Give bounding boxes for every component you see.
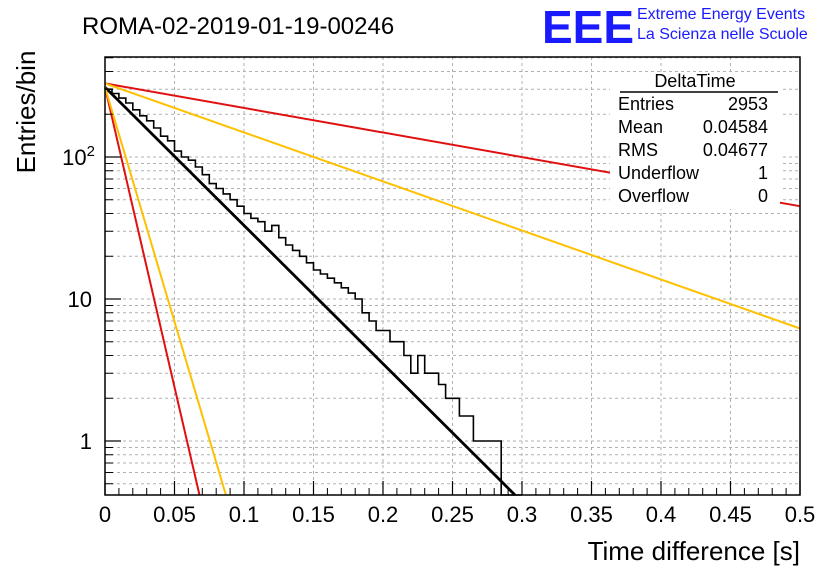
y-tick-label: 1	[80, 429, 92, 454]
stats-value-underflow: 1	[758, 163, 768, 183]
logo-line-1: Extreme Energy Events	[637, 6, 805, 23]
stats-label-underflow: Underflow	[618, 163, 700, 183]
stats-label-entries: Entries	[618, 94, 674, 114]
x-tick-label: 0.3	[507, 502, 538, 527]
chart-title: ROMA-02-2019-01-19-00246	[82, 13, 394, 40]
series-line-orange-slow	[104, 82, 801, 330]
x-tick-label: 0.05	[153, 502, 196, 527]
x-tick-label: 0.2	[368, 502, 399, 527]
y-axis-label: Entries/bin	[11, 51, 41, 174]
x-axis-label: Time difference [s]	[588, 536, 800, 566]
y-tick-label: 102	[62, 143, 95, 170]
x-tick-label: 0	[99, 502, 111, 527]
x-tick-label: 0.1	[229, 502, 260, 527]
y-tick-label: 10	[68, 287, 92, 312]
series-line-fit-black	[104, 86, 516, 496]
stats-value-entries: 2953	[728, 94, 768, 114]
stats-box: DeltaTime Entries 2953 Mean 0.04584 RMS …	[610, 71, 780, 209]
eee-logo: EEE	[542, 1, 634, 53]
stats-value-overflow: 0	[758, 186, 768, 206]
x-tick-label: 0.45	[709, 502, 752, 527]
fit-curves	[104, 82, 801, 496]
stats-title: DeltaTime	[654, 71, 735, 91]
x-tick-label: 0.5	[785, 502, 816, 527]
series-line-orange-fast	[104, 86, 227, 496]
stats-box-bg	[610, 74, 780, 209]
x-tick-label: 0.25	[431, 502, 474, 527]
x-tick-label: 0.35	[570, 502, 613, 527]
stats-label-overflow: Overflow	[618, 186, 690, 206]
x-tick-label: 0.15	[292, 502, 335, 527]
histogram-outline	[105, 88, 522, 496]
series-line-red-fast	[104, 86, 201, 496]
x-tick-label: 0.4	[646, 502, 677, 527]
logo-line-2: La Scienza nelle Scuole	[637, 26, 808, 43]
stats-label-rms: RMS	[618, 140, 658, 160]
x-axis-ticks: 0 0.05 0.1 0.15 0.2 0.25 0.3 0.35 0.4 0.45 0.5	[99, 481, 815, 527]
y-axis-ticks: 1 10 102	[62, 57, 121, 485]
stats-value-mean: 0.04584	[703, 117, 768, 137]
stats-label-mean: Mean	[618, 117, 663, 137]
stats-value-rms: 0.04677	[703, 140, 768, 160]
